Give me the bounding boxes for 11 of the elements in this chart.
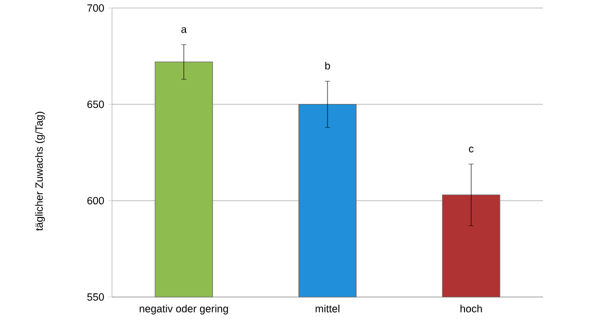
annotation: c [468,146,474,152]
x-tick-label: negativ oder gering [140,304,228,314]
annotation: b [325,62,330,70]
y-tick-label: 600 [87,196,104,204]
y-tick-label: 550 [87,293,104,301]
annotation: a [181,27,187,33]
x-tick-label: mittel [316,304,340,312]
y-axis-title: täglicher Zuwachs (g/Tag) [35,112,45,231]
y-tick-label: 700 [87,4,104,12]
y-tick-label: 650 [87,100,104,108]
x-tick-label: hoch [460,304,482,312]
